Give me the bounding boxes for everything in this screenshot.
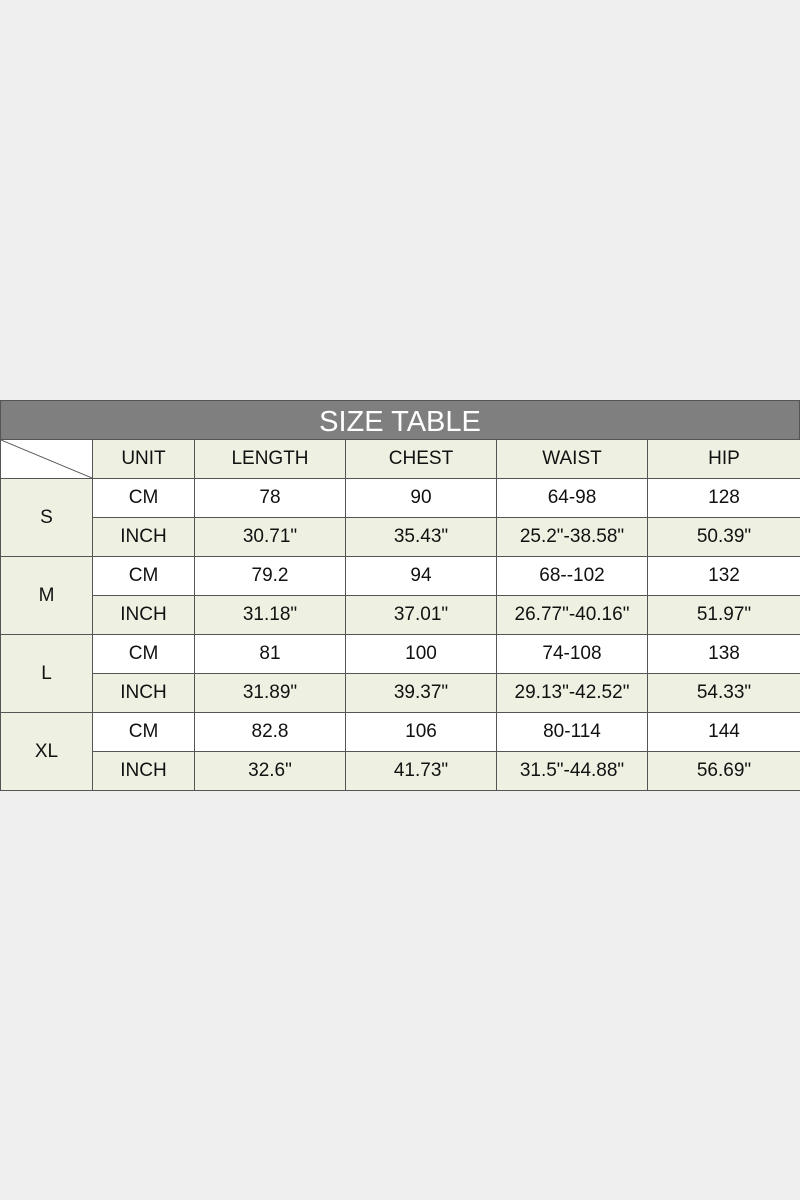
table-row: INCH 31.89" 39.37" 29.13"-42.52" 54.33" [1,673,800,713]
value-cell: 128 [647,478,800,518]
table-row: L CM 81 100 74-108 138 [0,634,800,713]
value-cell: 144 [647,712,800,752]
unit-cell: CM [92,556,195,596]
unit-cell: CM [92,634,195,674]
unit-cell: INCH [92,595,195,635]
value-cell: 29.13"-42.52" [496,673,648,713]
column-header: LENGTH [194,439,346,479]
value-cell: 100 [345,634,497,674]
size-label: S [0,478,93,557]
corner-diagonal-cell [0,439,93,479]
value-cell: 81 [194,634,346,674]
value-cell: 30.71" [194,517,346,557]
table-row: S CM 78 90 64-98 128 [0,478,800,557]
value-cell: 78 [194,478,346,518]
size-label: L [0,634,93,713]
value-cell: 80-114 [496,712,648,752]
unit-cell: CM [92,478,195,518]
value-cell: 39.37" [345,673,497,713]
table-row: M CM 79.2 94 68--102 132 [0,556,800,635]
value-cell: 54.33" [647,673,800,713]
value-cell: 94 [345,556,497,596]
table-title: SIZE TABLE [0,400,800,439]
column-header: WAIST [496,439,648,479]
value-cell: 106 [345,712,497,752]
value-cell: 31.5"-44.88" [496,751,648,791]
table-row: INCH 30.71" 35.43" 25.2"-38.58" 50.39" [1,517,800,557]
size-chart: UNIT LENGTH CHEST WAIST HIP S CM 78 90 64-98 128 IN… [0,439,800,791]
size-label: XL [0,712,93,791]
value-cell: 50.39" [647,517,800,557]
size-label: M [0,556,93,635]
value-cell: 90 [345,478,497,518]
value-cell: 56.69" [647,751,800,791]
value-cell: 31.18" [194,595,346,635]
table-row: INCH 32.6" 41.73" 31.5"-44.88" 56.69" [1,751,800,791]
value-cell: 79.2 [194,556,346,596]
unit-cell: INCH [92,673,195,713]
column-header: HIP [647,439,800,479]
value-cell: 31.89" [194,673,346,713]
value-cell: 26.77"-40.16" [496,595,648,635]
value-cell: 25.2"-38.58" [496,517,648,557]
diagonal-line [1,440,92,478]
header-row: UNIT LENGTH CHEST WAIST HIP [0,439,800,479]
value-cell: 68--102 [496,556,648,596]
size-table: SIZE TABLE UNIT LENGTH CHEST WAIST HIP S CM 78 9… [0,400,800,791]
value-cell: 64-98 [496,478,648,518]
value-cell: 82.8 [194,712,346,752]
value-cell: 37.01" [345,595,497,635]
value-cell: 138 [647,634,800,674]
value-cell: 35.43" [345,517,497,557]
table-row: XL CM 82.8 106 80-114 144 [0,712,800,791]
column-header: CHEST [345,439,497,479]
value-cell: 74-108 [496,634,648,674]
value-cell: 132 [647,556,800,596]
unit-cell: INCH [92,517,195,557]
table-row: INCH 31.18" 37.01" 26.77"-40.16" 51.97" [1,595,800,635]
unit-cell: INCH [92,751,195,791]
value-cell: 41.73" [345,751,497,791]
unit-cell: CM [92,712,195,752]
column-header: UNIT [92,439,195,479]
value-cell: 51.97" [647,595,800,635]
value-cell: 32.6" [194,751,346,791]
